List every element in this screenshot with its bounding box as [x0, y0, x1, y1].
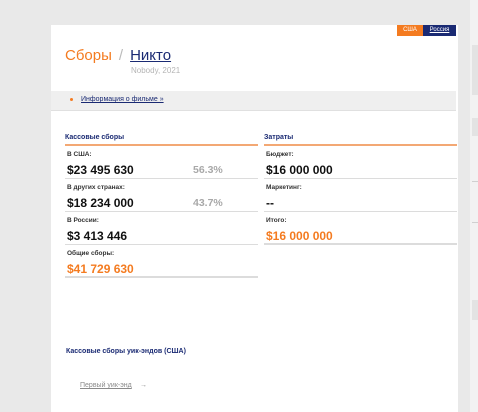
other-gross-label: В других странах:	[67, 184, 125, 191]
region-switch: США Россия	[397, 25, 456, 36]
right-sidebar-strip	[470, 0, 478, 412]
right-sidebar-divider	[472, 181, 478, 182]
film-title-link[interactable]: Никто	[130, 47, 172, 64]
region-usa-button[interactable]: США	[397, 25, 423, 36]
arrow-right-icon: →	[140, 382, 147, 389]
marketing-label: Маркетинг:	[266, 184, 302, 191]
right-sidebar-block	[472, 45, 478, 95]
budget-value: $16 000 000	[266, 163, 333, 177]
page-title: Сборы / Никто	[65, 47, 171, 64]
costs-total-row: Итого: $16 000 000	[264, 212, 457, 245]
marketing-value: --	[266, 196, 274, 210]
costs-column: Затраты Бюджет: $16 000 000 Маркетинг: -…	[264, 134, 457, 245]
total-gross-label: Общие сборы:	[67, 250, 115, 257]
costs-total-label: Итого:	[266, 217, 287, 224]
info-bar: Информация о фильме »	[51, 91, 456, 111]
section-title: Сборы	[65, 47, 112, 64]
right-sidebar-block	[472, 300, 478, 320]
usa-gross-value: $23 495 630	[67, 163, 134, 177]
budget-row: Бюджет: $16 000 000	[264, 146, 457, 179]
costs-heading: Затраты	[264, 134, 457, 146]
budget-label: Бюджет:	[266, 151, 294, 158]
first-weekend-link[interactable]: Первый уик-энд	[80, 382, 132, 389]
other-gross-row: В других странах: $18 234 000 43.7%	[65, 179, 258, 212]
breadcrumb-separator: /	[118, 47, 124, 64]
bullet-icon	[70, 98, 73, 101]
total-gross-row: Общие сборы: $41 729 630	[65, 245, 258, 278]
usa-gross-row: В США: $23 495 630 56.3%	[65, 146, 258, 179]
costs-total-value: $16 000 000	[266, 229, 333, 243]
weekend-gross-heading: Кассовые сборы уик-эндов (США)	[66, 348, 186, 355]
russia-gross-value: $3 413 446	[67, 229, 128, 243]
box-office-column: Кассовые сборы В США: $23 495 630 56.3% …	[65, 134, 258, 278]
russia-gross-label: В России:	[67, 217, 99, 224]
right-sidebar-divider	[472, 222, 478, 223]
marketing-row: Маркетинг: --	[264, 179, 457, 212]
russia-gross-row: В России: $3 413 446	[65, 212, 258, 245]
region-russia-link[interactable]: Россия	[423, 25, 456, 36]
other-gross-value: $18 234 000	[67, 196, 134, 210]
usa-gross-label: В США:	[67, 151, 92, 158]
right-sidebar-block	[472, 118, 478, 136]
content-panel	[51, 25, 458, 412]
box-office-heading: Кассовые сборы	[65, 134, 258, 146]
film-info-link[interactable]: Информация о фильме »	[81, 96, 164, 103]
film-original-title: Nobody, 2021	[131, 66, 181, 75]
other-gross-percent: 43.7%	[193, 197, 223, 209]
usa-gross-percent: 56.3%	[193, 164, 223, 176]
total-gross-value: $41 729 630	[67, 262, 134, 276]
